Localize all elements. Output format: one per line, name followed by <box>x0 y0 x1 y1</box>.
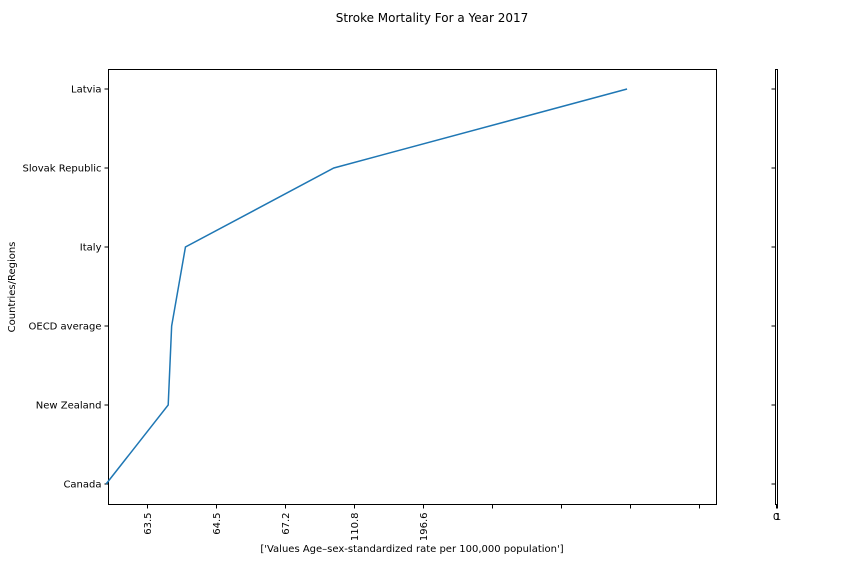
x-tick-label: 67.2 <box>281 513 292 535</box>
x-axis: 63.5 64.5 67.2 110.8 196.6 <box>143 504 700 542</box>
x-tick-label: 63.5 <box>143 513 154 535</box>
y-tick-label: Slovak Republic <box>23 164 102 175</box>
secondary-axis-label-1: 1 <box>775 512 781 523</box>
y-tick-label: New Zealand <box>36 401 102 412</box>
series-line <box>105 88 628 485</box>
y-tick-label: OECD average <box>29 322 102 333</box>
x-axis-label: ['Values Age–sex-standardized rate per 1… <box>260 544 563 555</box>
plot-area <box>108 69 717 505</box>
chart-title: Stroke Mortality For a Year 2017 <box>336 11 529 25</box>
x-tick-label: 110.8 <box>350 513 361 542</box>
secondary-axis: 0 1 <box>771 69 781 523</box>
y-axis: Canada New Zealand OECD average Italy Slovak… <box>23 85 109 491</box>
series-layer <box>105 88 628 485</box>
x-tick-label: 64.5 <box>212 513 223 535</box>
secondary-axis-ticks <box>771 88 778 509</box>
x-tick-label: 196.6 <box>419 513 430 542</box>
y-axis-label: Countries/Regions <box>7 242 18 333</box>
secondary-axis-frame <box>775 69 778 505</box>
y-tick-label: Canada <box>63 480 101 491</box>
secondary-axis-label-0: 0 <box>773 512 779 523</box>
y-tick-label: Latvia <box>71 85 101 96</box>
y-tick-label: Italy <box>80 243 102 254</box>
